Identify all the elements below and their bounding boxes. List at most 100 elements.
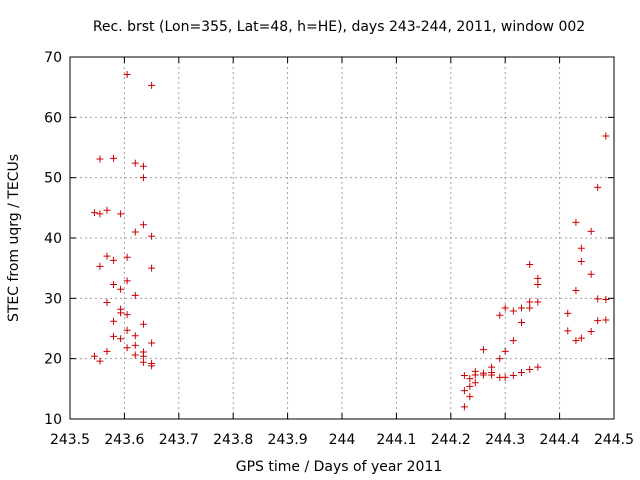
data-point bbox=[148, 264, 156, 272]
data-point bbox=[131, 291, 139, 299]
data-point bbox=[139, 352, 147, 360]
x-axis-label: GPS time / Days of year 2011 bbox=[236, 459, 443, 475]
data-point bbox=[526, 298, 534, 306]
data-point bbox=[594, 183, 602, 191]
data-point bbox=[123, 326, 131, 334]
data-point bbox=[117, 335, 125, 343]
data-point bbox=[103, 299, 111, 307]
data-point bbox=[518, 369, 526, 377]
y-tick-label: 10 bbox=[44, 412, 62, 428]
y-tick-label: 30 bbox=[44, 291, 62, 307]
data-point bbox=[103, 252, 111, 260]
data-point bbox=[96, 210, 104, 218]
data-point bbox=[466, 382, 474, 390]
y-tick-label: 70 bbox=[44, 50, 62, 66]
y-tick-label: 60 bbox=[44, 110, 62, 126]
data-point bbox=[471, 379, 479, 387]
data-point bbox=[466, 375, 474, 383]
data-point bbox=[564, 309, 572, 317]
data-point bbox=[466, 393, 474, 401]
data-point bbox=[602, 296, 610, 304]
data-point bbox=[96, 262, 104, 270]
data-point bbox=[526, 261, 534, 269]
x-tick-label: 244.5 bbox=[594, 432, 634, 448]
y-tick-label: 20 bbox=[44, 352, 62, 368]
data-point bbox=[460, 403, 468, 411]
data-point bbox=[123, 70, 131, 78]
data-point bbox=[587, 227, 595, 235]
data-point bbox=[509, 307, 517, 315]
data-point bbox=[479, 371, 487, 379]
data-point bbox=[139, 358, 147, 366]
data-point bbox=[139, 320, 147, 328]
data-point bbox=[518, 318, 526, 326]
data-point bbox=[526, 366, 534, 374]
data-point bbox=[501, 304, 509, 312]
data-point bbox=[496, 355, 504, 363]
data-points bbox=[90, 70, 610, 411]
data-point bbox=[117, 309, 125, 317]
data-point bbox=[148, 362, 156, 370]
data-point bbox=[148, 232, 156, 240]
data-point bbox=[103, 206, 111, 214]
grid-lines bbox=[70, 57, 614, 419]
data-point bbox=[526, 304, 534, 312]
x-tick-label: 243.5 bbox=[50, 432, 90, 448]
x-tick-label: 244.2 bbox=[431, 432, 471, 448]
x-tick-label: 244.4 bbox=[540, 432, 580, 448]
data-point bbox=[123, 253, 131, 261]
data-point bbox=[96, 155, 104, 163]
data-point bbox=[123, 344, 131, 352]
data-point bbox=[148, 339, 156, 347]
data-point bbox=[96, 357, 104, 365]
data-point bbox=[131, 351, 139, 359]
data-point bbox=[139, 174, 147, 182]
data-point bbox=[534, 280, 542, 288]
data-point bbox=[564, 327, 572, 335]
data-point bbox=[577, 258, 585, 266]
data-point bbox=[110, 280, 118, 288]
data-point bbox=[488, 371, 496, 379]
data-point bbox=[518, 304, 526, 312]
data-point bbox=[90, 209, 98, 217]
data-point bbox=[572, 286, 580, 294]
data-point bbox=[534, 298, 542, 306]
data-point bbox=[117, 210, 125, 218]
data-point bbox=[479, 346, 487, 354]
x-tick-label: 243.6 bbox=[104, 432, 144, 448]
data-point bbox=[577, 334, 585, 342]
data-point bbox=[577, 244, 585, 252]
data-point bbox=[123, 277, 131, 285]
x-tick-label: 244 bbox=[329, 432, 356, 448]
data-point bbox=[572, 337, 580, 345]
data-point bbox=[460, 372, 468, 380]
data-point bbox=[131, 228, 139, 236]
data-point bbox=[110, 332, 118, 340]
data-point bbox=[131, 159, 139, 167]
data-point bbox=[534, 274, 542, 282]
chart-title: Rec. brst (Lon=355, Lat=48, h=HE), days … bbox=[93, 19, 585, 35]
x-tick-label: 244.3 bbox=[485, 432, 525, 448]
data-point bbox=[509, 337, 517, 345]
data-point bbox=[460, 387, 468, 395]
data-point bbox=[501, 347, 509, 355]
data-point bbox=[110, 154, 118, 162]
x-tick-labels: 243.5 243.6 243.7 243.8 243.9 244 244.1 244.2 24… bbox=[50, 432, 634, 448]
data-point bbox=[148, 81, 156, 89]
data-point bbox=[131, 341, 139, 349]
data-point bbox=[103, 347, 111, 355]
data-point bbox=[110, 317, 118, 325]
data-point bbox=[602, 132, 610, 140]
y-axis-label: STEC from uqrg / TECUs bbox=[6, 154, 22, 322]
data-point bbox=[496, 311, 504, 319]
data-point bbox=[139, 162, 147, 170]
data-point bbox=[501, 373, 509, 381]
y-tick-labels: 10 20 30 40 50 60 70 bbox=[44, 50, 62, 428]
data-point bbox=[534, 363, 542, 371]
data-point bbox=[117, 285, 125, 293]
data-point bbox=[139, 221, 147, 229]
data-point bbox=[509, 372, 517, 380]
data-point bbox=[110, 256, 118, 264]
data-point bbox=[587, 270, 595, 278]
